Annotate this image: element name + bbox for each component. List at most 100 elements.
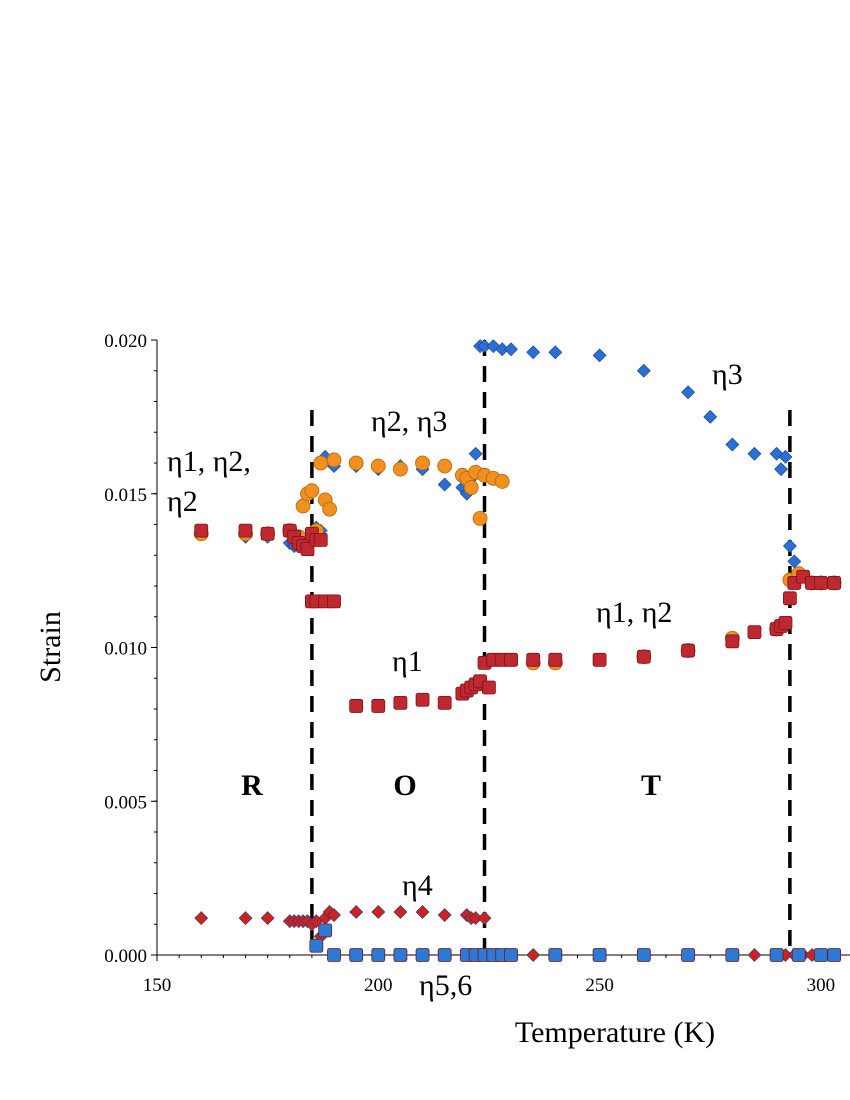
data-point-square [371,948,386,962]
data-point-diamond [371,905,386,919]
data-point-circle [393,461,408,477]
y-tick-label: 0.010 [104,639,147,660]
data-point-square [504,948,518,962]
phase-boundaries [310,340,792,955]
data-point-circle [348,455,364,471]
data-point-square [725,634,740,649]
annotation-eta1-eta2-line1: η1, η2, [167,445,251,478]
phase-label-o: O [393,769,416,802]
data-point-square [415,692,430,707]
data-point-diamond [437,477,452,492]
y-tick-label: 0.005 [104,792,147,813]
data-point-circle [415,455,430,471]
data-point-square [636,649,651,664]
data-point-circle [494,474,510,489]
annotation-eta1-eta2-t: η1, η2 [596,596,672,629]
data-point-diamond [526,948,541,962]
data-point-diamond [260,911,275,926]
data-point-square [437,695,452,710]
data-point-square [482,680,496,695]
data-point-square [318,923,333,938]
data-point-square [681,948,695,962]
data-point-square [393,695,408,710]
y-tick-label: 0.020 [104,331,147,352]
data-point-square [791,948,806,962]
annotation-eta5-6: η5,6 [419,969,472,1002]
data-point-square [309,938,324,953]
annotation-eta3: η3 [712,358,743,391]
data-point-square [327,948,341,962]
data-point-square [813,948,828,962]
data-point-square [415,948,430,962]
data-point-square [349,699,364,713]
data-point-diamond [747,446,762,461]
data-point-square [548,948,563,962]
data-point-diamond [477,911,492,926]
annotation-eta1-eta2-line2: η2 [167,485,198,518]
data-point-square [813,576,828,590]
ticks: 0.000 0.005 0.010 0.015 0.020 150 200 250 300 [104,331,835,996]
data-point-square [526,652,541,667]
data-point-diamond [238,911,253,926]
phase-label-t: T [641,769,661,802]
data-point-square [548,652,563,667]
data-point-circle [463,480,479,496]
data-point-square [504,652,518,667]
data-point-diamond [636,363,651,378]
data-point-diamond [548,345,563,360]
data-point-square [194,523,209,538]
data-point-diamond [504,342,518,357]
annotation-eta2-eta3: η2, η3 [371,405,447,438]
annotation-eta4: η4 [402,869,433,902]
data-point-square [636,948,651,962]
data-point-diamond [681,385,696,400]
data-point-diamond [778,449,793,464]
data-point-square [327,594,341,609]
data-point-square [238,523,253,538]
axes [156,340,850,956]
y-tick-label: 0.000 [104,946,147,967]
data-point-diamond [327,908,341,922]
x-tick-label: 150 [143,975,172,996]
data-point-circle [322,501,338,517]
y-axis-title: Strain [34,611,67,683]
x-tick-label: 200 [364,975,393,996]
data-point-square [827,576,842,590]
x-tick-label: 300 [807,975,836,996]
annotation-eta1: η1 [392,645,423,678]
data-point-diamond [349,905,364,919]
data-point-diamond [437,908,452,922]
data-point-square [782,591,797,606]
y-tick-label: 0.015 [104,485,147,506]
data-point-square [313,532,328,547]
data-point-diamond [747,948,762,962]
data-point-square [747,625,762,640]
x-tick-label: 250 [585,975,614,996]
data-point-square [725,948,740,962]
data-point-circle [472,510,488,526]
data-point-diamond [725,437,740,452]
data-point-square [349,948,364,962]
data-point-diamond [393,905,408,919]
data-point-circle [437,458,453,474]
data-point-circle [313,455,329,471]
data-point-circle [370,458,386,474]
data-point-diamond [468,446,483,461]
data-point-circle [304,483,320,499]
x-axis-title: Temperature (K) [515,1016,715,1049]
data-point-diamond [787,554,802,569]
data-point-diamond [415,905,430,919]
data-point-square [769,948,784,962]
data-point-square [437,948,452,962]
data-point-square [371,699,386,713]
data-point-diamond [592,348,607,363]
data-point-square [393,948,408,962]
data-point-circle [295,498,311,514]
data-point-diamond [774,462,788,477]
data-markers [193,339,842,962]
data-point-square [827,948,842,962]
data-point-square [592,652,607,667]
data-point-diamond [194,911,209,926]
phase-label-r: R [241,769,263,802]
